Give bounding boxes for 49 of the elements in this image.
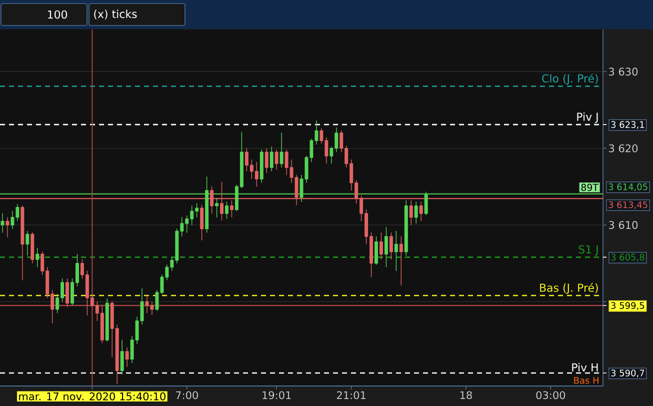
candlestick xyxy=(20,205,24,281)
candlestick xyxy=(280,132,284,168)
candlestick xyxy=(6,216,10,238)
y-tick-label: 3 605,8 xyxy=(611,254,644,262)
candlestick xyxy=(424,192,428,216)
candlestick xyxy=(125,347,129,368)
y-tick-label: 3 623,1 xyxy=(611,121,644,129)
y-tick-label: 3 590,7 xyxy=(611,370,644,378)
x-tick-label: 21:01 xyxy=(336,391,366,400)
candlestick xyxy=(384,226,388,268)
ref-line-label: Bas (J. Pré) xyxy=(540,282,598,294)
text: 100 xyxy=(48,10,68,19)
ref-line-label: Piv H xyxy=(572,363,598,372)
candlestick xyxy=(274,150,278,170)
candlestick xyxy=(225,202,228,220)
candlestick xyxy=(414,202,418,224)
candlestick xyxy=(389,232,393,260)
ref-line-label: S1 J xyxy=(578,245,598,256)
x-tick-label: 19:01 xyxy=(262,391,291,400)
candlestick xyxy=(120,340,124,375)
candlestick xyxy=(36,248,40,268)
candlestick xyxy=(26,230,30,256)
ref-line-label: 3 614,05 xyxy=(608,183,648,192)
annotation: Bas H xyxy=(574,377,598,384)
candlestick xyxy=(264,148,268,174)
candlestick xyxy=(374,236,378,266)
ref-line-label: Piv J xyxy=(577,112,598,123)
candlestick xyxy=(200,204,204,241)
candlestick xyxy=(404,200,408,256)
candlestick xyxy=(260,150,264,184)
ref-line-label: 3 613,45 xyxy=(608,201,648,210)
candlestick xyxy=(66,278,70,308)
candlestick xyxy=(0,213,4,234)
text: (x) ticks xyxy=(94,10,137,20)
candlestick xyxy=(270,146,274,172)
annotation: 89T xyxy=(581,184,599,191)
ref-line-label: Clo (J. Pré) xyxy=(542,74,598,85)
x-tick-label: 18 xyxy=(460,391,472,400)
y-tick-label: 3 610 xyxy=(609,221,638,229)
y-tick-label: 3 630 xyxy=(609,68,638,76)
x-tick-label: 7:00 xyxy=(176,391,198,400)
x-tick-label: mar. 17 nov. 2020 15:40:10 xyxy=(19,392,166,400)
candlestick xyxy=(105,298,109,342)
x-tick-label: 03:00 xyxy=(536,391,566,400)
candlestick xyxy=(419,202,423,222)
candlestick xyxy=(205,176,209,234)
candlestick xyxy=(30,232,34,264)
y-tick-label: 3 620 xyxy=(609,144,638,152)
candlestick xyxy=(379,232,383,260)
